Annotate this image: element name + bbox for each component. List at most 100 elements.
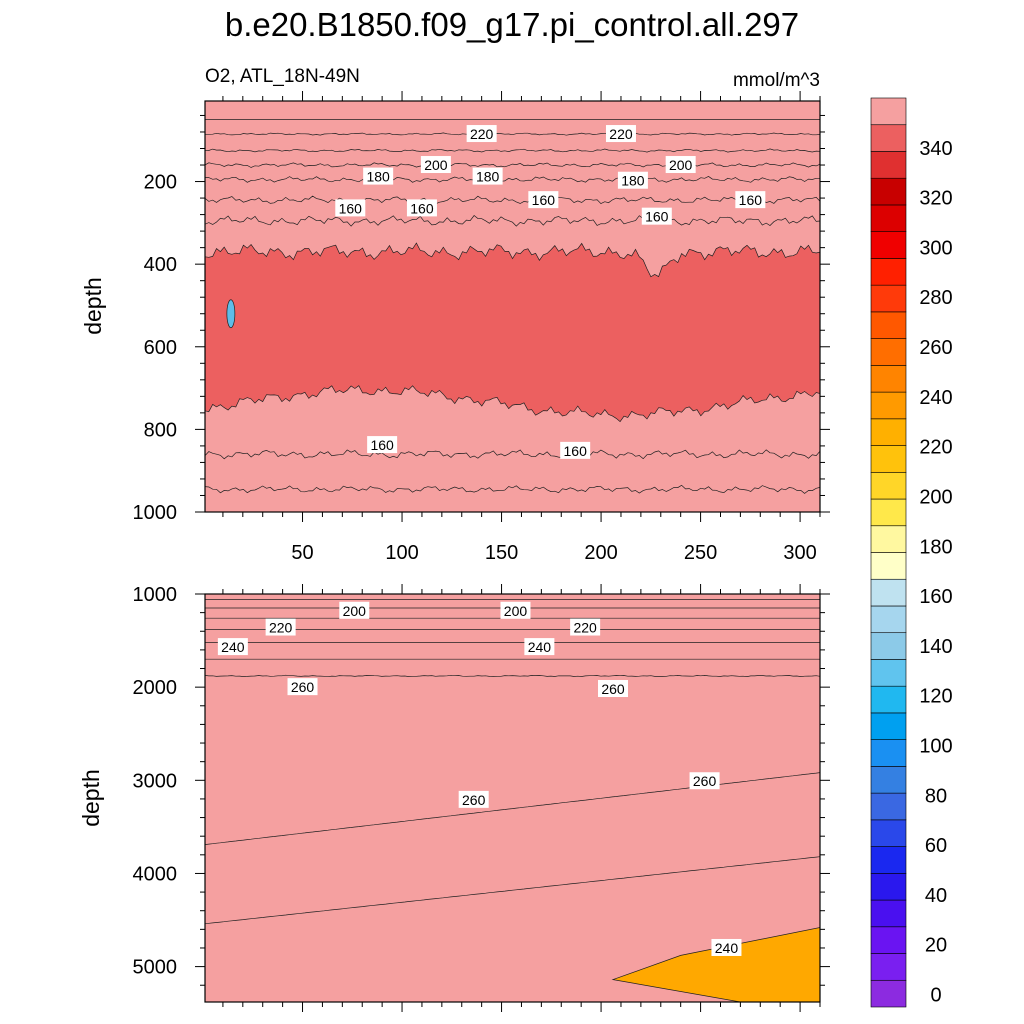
colorbar-tick-label: 280: [919, 287, 952, 309]
colorbar-swatch: [870, 284, 907, 313]
colorbar-swatch: [870, 659, 907, 687]
contour-line: [205, 175, 820, 183]
svg-text:260: 260: [462, 792, 486, 808]
contour-label: 240: [217, 638, 248, 656]
chart-title: b.e20.B1850.f09_g17.pi_control.all.297: [225, 6, 799, 43]
contour-band: [205, 243, 820, 422]
contour-label: 180: [363, 167, 394, 185]
colorbar-tick-label: 100: [919, 736, 952, 758]
colorbar-tick-label: 60: [925, 835, 947, 857]
svg-text:160: 160: [564, 443, 588, 459]
contour-band: [205, 119, 820, 136]
svg-text:180: 180: [366, 169, 390, 185]
contour-label: 220: [605, 125, 636, 143]
colorbar-swatch: [870, 498, 907, 527]
svg-text:220: 220: [269, 620, 293, 636]
units-label: mmol/m^3: [733, 70, 820, 91]
contour-line: [205, 242, 820, 278]
contour-label: 220: [570, 618, 601, 636]
y-tick-label: 5000: [133, 957, 178, 979]
svg-text:220: 220: [470, 126, 494, 142]
contour-band: [205, 594, 820, 600]
colorbar-swatch: [870, 578, 907, 607]
contour-label: 160: [735, 191, 766, 209]
svg-text:180: 180: [621, 173, 645, 189]
colorbar-tick-label: 20: [925, 935, 947, 957]
colorbar-swatch: [870, 525, 907, 553]
colorbar-swatch: [870, 846, 907, 874]
colorbar-swatch: [870, 685, 907, 714]
svg-text:220: 220: [609, 126, 633, 142]
contour-label: 200: [339, 601, 370, 619]
contour-label: 200: [420, 156, 451, 174]
svg-text:200: 200: [504, 603, 528, 619]
colorbar-swatch: [870, 953, 907, 981]
contour-band: [205, 629, 820, 643]
svg-text:260: 260: [693, 773, 717, 789]
svg-text:160: 160: [410, 200, 434, 216]
contour-label: 220: [265, 618, 296, 636]
colorbar-swatch: [870, 418, 907, 446]
contour-line: [205, 385, 820, 423]
colorbar-swatch: [870, 471, 907, 500]
colorbar-tick-label: 220: [919, 437, 952, 459]
colorbar-swatch: [870, 926, 907, 954]
svg-text:240: 240: [221, 639, 245, 655]
contour-label: 160: [560, 441, 591, 459]
y-tick-label: 600: [144, 337, 177, 359]
colorbar-swatch: [870, 979, 907, 1008]
x-tick-label: 250: [684, 542, 717, 564]
contour-label: 160: [367, 436, 398, 454]
y-tick-label: 3000: [133, 770, 178, 792]
x-tick-label: 200: [584, 542, 617, 564]
colorbar-swatch: [870, 177, 907, 206]
y-tick-label: 1000: [133, 584, 178, 606]
contour-label: 160: [528, 191, 559, 209]
colorbar-swatch: [870, 632, 907, 660]
svg-text:260: 260: [601, 681, 625, 697]
svg-text:200: 200: [343, 603, 367, 619]
contour-band: [205, 485, 820, 512]
colorbar-tick-label: 40: [925, 885, 947, 907]
colorbar-swatch: [870, 605, 907, 634]
lower-panel: 200 200 220 220 240 240 260 260 260 260 240 1000 200…: [133, 584, 830, 1012]
contour-line: [205, 195, 820, 205]
svg-text:160: 160: [339, 200, 363, 216]
svg-text:200: 200: [669, 157, 693, 173]
contour-band: [205, 176, 820, 205]
contour-line: [205, 148, 820, 153]
colorbar-swatch: [870, 873, 907, 901]
contour-line: [205, 484, 820, 494]
colorbar-tick-label: 200: [919, 486, 952, 508]
contour-line: [205, 215, 820, 227]
contour-band: [205, 618, 820, 630]
y-tick-label: 800: [144, 419, 177, 441]
contour-label: 160: [335, 199, 366, 217]
contour-line: [205, 674, 820, 678]
contour-band: [205, 642, 820, 660]
svg-text:160: 160: [645, 209, 669, 225]
svg-text:240: 240: [528, 639, 552, 655]
x-tick-label: 100: [385, 542, 418, 564]
colorbar-swatch: [870, 338, 907, 366]
colorbar-swatch: [870, 365, 907, 393]
colorbar-swatch: [870, 311, 907, 339]
colorbar-swatch: [870, 231, 907, 259]
svg-text:160: 160: [370, 437, 394, 453]
colorbar-swatch: [870, 899, 907, 928]
contour-label: 260: [689, 772, 720, 790]
colorbar-swatch: [870, 151, 907, 179]
contour-line: [205, 449, 820, 460]
contour-band: [205, 659, 820, 677]
contour-band: [205, 772, 820, 924]
colorbar-swatch: [870, 712, 907, 740]
contour-band: [205, 215, 820, 277]
svg-text:160: 160: [739, 192, 763, 208]
colorbar-swatch: [870, 258, 907, 286]
colorbar-tick-label: 180: [919, 536, 952, 558]
contour-label: 180: [472, 167, 503, 185]
colorbar-swatch: [870, 391, 907, 420]
y-tick-label: 200: [144, 172, 177, 194]
lower-ylabel: depth: [78, 769, 104, 827]
